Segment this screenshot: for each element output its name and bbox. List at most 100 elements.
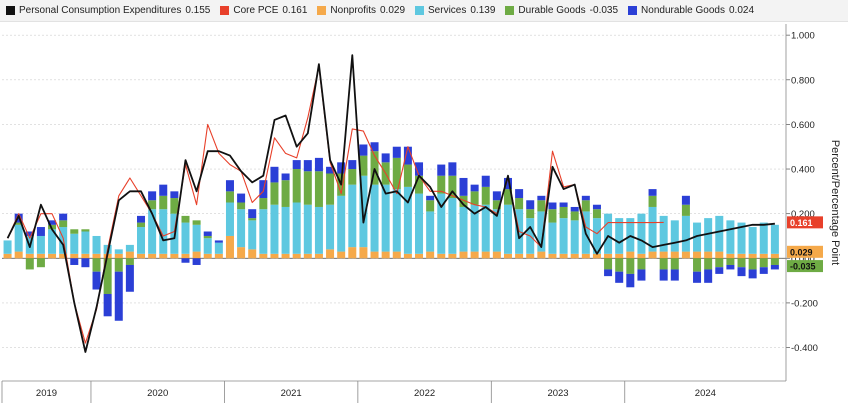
bar-durable [604, 258, 613, 270]
bar-durable [270, 182, 279, 205]
bar-nondurable [181, 258, 190, 263]
legend-item: Durable Goods -0.035 [505, 5, 618, 16]
line-pce [6, 54, 775, 353]
bar-nonprofits [125, 251, 134, 259]
bar-durable [537, 200, 546, 212]
bar-nondurable [648, 189, 657, 196]
bar-services [114, 249, 123, 254]
bar-services [292, 202, 301, 254]
bar-nondurable [248, 209, 257, 219]
bar-nonprofits [70, 253, 79, 259]
bar-services [70, 233, 79, 254]
bar-durable [203, 235, 212, 239]
bar-nonprofits [681, 251, 690, 259]
bar-nondurable [225, 180, 234, 192]
legend-item: Core PCE 0.161 [220, 5, 307, 16]
bar-nonprofits [626, 251, 635, 259]
bar-services [214, 242, 223, 254]
bar-nonprofits [592, 253, 601, 259]
bar-durable [581, 200, 590, 212]
bar-nondurable [492, 191, 501, 201]
legend-label: Core PCE [233, 5, 279, 16]
bar-nondurable [548, 202, 557, 210]
legend-label: Personal Consumption Expenditures [19, 5, 182, 16]
bar-nondurable [581, 195, 590, 201]
bar-durable [737, 258, 746, 268]
bar-nondurable [359, 144, 368, 156]
legend-item: Services 0.139 [415, 5, 495, 16]
bar-durable [704, 258, 713, 270]
legend-swatch [415, 6, 425, 15]
legend-value: 0.155 [185, 5, 211, 16]
bar-nondurable [137, 215, 146, 223]
end-tag-label: 0.161 [790, 218, 813, 228]
bar-services [326, 204, 335, 250]
bar-services [248, 220, 257, 250]
bar-nondurable [348, 160, 357, 170]
bar-durable [36, 258, 45, 268]
bar-services [92, 235, 101, 254]
bar-durable [81, 229, 90, 232]
bar-durable [570, 211, 579, 221]
bar-nondurable [437, 164, 446, 176]
bar-services [626, 218, 635, 252]
bar-durable [348, 169, 357, 185]
bar-nonprofits [203, 253, 212, 259]
bar-nondurable [459, 177, 468, 196]
bar-durable [92, 258, 101, 272]
bar-services [592, 218, 601, 254]
bar-nondurable [370, 142, 379, 152]
bar-durable [693, 258, 702, 272]
bar-nondurable [281, 173, 290, 181]
bar-nondurable [715, 267, 724, 274]
bar-durable [148, 200, 157, 210]
legend-value: 0.139 [470, 5, 496, 16]
bar-nondurable [426, 195, 435, 201]
bar-services [225, 202, 234, 236]
bar-services [314, 206, 323, 254]
legend-value: 0.029 [379, 5, 406, 16]
bar-durable [448, 175, 457, 199]
legend-label: Services [428, 5, 467, 16]
bar-nonprofits [470, 251, 479, 259]
legend-value: -0.035 [589, 5, 619, 16]
bar-durable [670, 258, 679, 270]
bar-services [759, 222, 768, 254]
bar-nondurable [148, 191, 157, 201]
bar-services [14, 224, 23, 252]
bar-nondurable [626, 273, 635, 288]
end-tag-label: -0.035 [790, 262, 816, 272]
bar-services [137, 227, 146, 254]
legend-item: Nondurable Goods 0.024 [628, 5, 754, 16]
bar-durable [181, 215, 190, 223]
x-year-label: 2024 [695, 388, 716, 399]
bar-nondurable [604, 269, 613, 277]
line-core-pce [7, 65, 664, 344]
bar-durable [437, 175, 446, 194]
bar-services [403, 186, 412, 254]
bar-durable [748, 258, 757, 270]
legend: Personal Consumption Expenditures 0.155 Co… [0, 0, 848, 22]
y-tick-label: 0.600 [791, 120, 815, 131]
bar-nonprofits [370, 251, 379, 259]
bar-nonprofits [170, 253, 179, 259]
bar-durable [137, 222, 146, 228]
bar-durable [326, 173, 335, 205]
bar-nondurable [759, 267, 768, 274]
legend-swatch [628, 6, 638, 15]
y-tick-label: 0.400 [791, 165, 815, 176]
bar-durable [503, 189, 512, 205]
bar-nonprofits [337, 251, 346, 259]
bar-nonprofits [670, 251, 679, 259]
bar-services [459, 206, 468, 252]
bar-durable [637, 258, 646, 270]
bar-nonprofits [314, 253, 323, 259]
bar-nondurable [337, 162, 346, 174]
bar-nondurable [192, 258, 201, 265]
bar-nondurable [592, 204, 601, 210]
bar-nonprofits [381, 251, 390, 259]
bar-nonprofits [281, 253, 290, 259]
bar-services [415, 193, 424, 254]
bar-services [370, 184, 379, 252]
bar-durable [615, 258, 624, 272]
